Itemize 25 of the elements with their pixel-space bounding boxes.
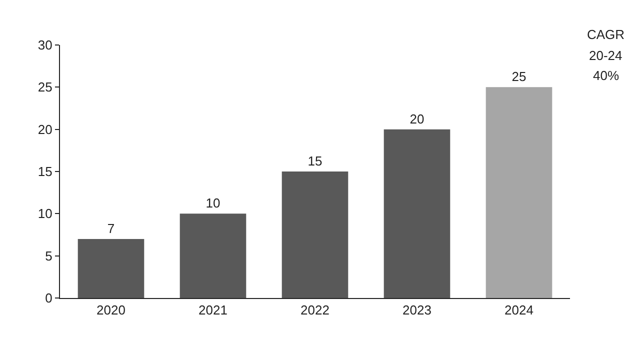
text: CAGR (587, 27, 625, 42)
y-tick-label: 15 (38, 164, 52, 180)
bar (384, 129, 450, 298)
x-tick-label: 2022 (300, 302, 330, 318)
data-label: 15 (308, 154, 322, 168)
text: 40% (593, 68, 620, 83)
bar (282, 172, 348, 298)
y-tick-label: 5 (45, 248, 52, 264)
bar (78, 238, 144, 298)
data-label: 25 (512, 69, 526, 84)
y-tick-label: 30 (38, 38, 52, 53)
y-tick-label: 20 (38, 122, 52, 137)
data-label: 7 (107, 220, 115, 236)
x-tick-label: 2020 (96, 302, 126, 318)
bar (180, 214, 246, 298)
x-tick-label: 2021 (198, 302, 228, 318)
text: 20-24 (589, 48, 622, 63)
y-tick-label: 10 (38, 206, 52, 222)
data-label: 10 (206, 196, 220, 211)
bar (486, 87, 552, 298)
y-tick-label: 0 (45, 290, 52, 306)
x-tick-label: 2023 (402, 302, 432, 318)
y-tick-label: 25 (38, 80, 52, 95)
x-tick-label: 2024 (504, 302, 534, 318)
data-label: 20 (410, 111, 424, 126)
